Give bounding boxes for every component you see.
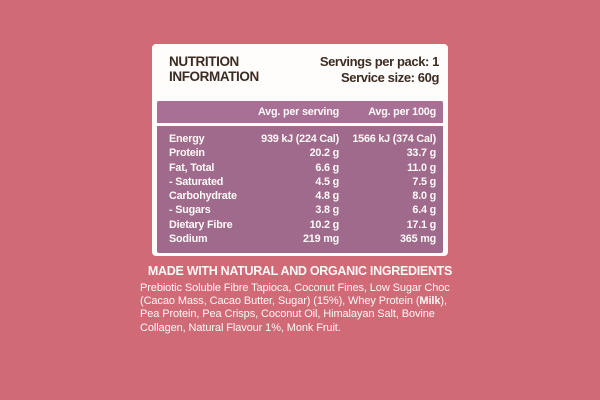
table-row: - Saturated 4.5 g 7.5 g (157, 175, 443, 189)
row-label: Energy (169, 133, 205, 145)
nutrition-panel: NUTRITION INFORMATION Servings per pack:… (152, 44, 448, 256)
table-row: Energy 939 kJ (224 Cal) 1566 kJ (374 Cal… (157, 132, 443, 146)
ingredients-heading: MADE WITH NATURAL AND ORGANIC INGREDIENT… (147, 264, 453, 278)
row-label: - Sugars (169, 204, 211, 217)
service-size: Service size: 60g (341, 69, 439, 85)
row-label: Fat, Total (169, 161, 215, 174)
row-value-serving: 219 mg (302, 233, 339, 246)
table-row: Dietary Fibre 10.2 g 17.1 g (157, 218, 443, 232)
row-label: - Saturated (169, 175, 224, 188)
row-value-serving: 4.5 g (315, 175, 339, 188)
nutrition-table: Avg. per serving Avg. per 100g Energy 93… (157, 101, 443, 254)
row-value-100g: 7.5 g (412, 175, 436, 188)
row-value-serving: 939 kJ (224 Cal) (261, 133, 339, 145)
row-value-serving: 10.2 g (309, 218, 340, 231)
row-value-serving: 4.8 g (315, 190, 339, 203)
panel-header: NUTRITION INFORMATION Servings per pack:… (152, 44, 448, 92)
panel-title: NUTRITION INFORMATION (169, 54, 259, 84)
servings-per-pack: Servings per pack: 1 (319, 54, 440, 69)
table-row: - Sugars 3.8 g 6.4 g (157, 203, 443, 217)
row-label: Carbohydrate (169, 190, 237, 203)
column-header-per-100g: Avg. per 100g (368, 106, 436, 118)
table-body: Energy 939 kJ (224 Cal) 1566 kJ (374 Cal… (157, 126, 443, 254)
row-value-100g: 1566 kJ (374 Cal) (352, 133, 436, 145)
table-header-row: Avg. per serving Avg. per 100g (157, 101, 443, 123)
serving-info: Servings per pack: 1 Service size: 60g (319, 54, 440, 85)
ingredients-section: MADE WITH NATURAL AND ORGANIC INGREDIENT… (140, 264, 460, 335)
table-row: Fat, Total 6.6 g 11.0 g (157, 161, 443, 175)
row-value-100g: 17.1 g (406, 218, 437, 231)
row-value-serving: 3.8 g (315, 204, 339, 217)
row-value-100g: 6.4 g (412, 204, 436, 217)
ingredients-list: Prebiotic Soluble Fibre Tapioca, Coconut… (140, 282, 460, 335)
ingredients-allergen-milk: Milk (419, 295, 441, 308)
column-header-per-serving: Avg. per serving (257, 106, 339, 118)
row-value-100g: 33.7 g (406, 147, 437, 160)
row-label: Sodium (169, 233, 208, 246)
row-label: Protein (169, 147, 205, 160)
table-row: Carbohydrate 4.8 g 8.0 g (157, 189, 443, 203)
row-value-100g: 8.0 g (412, 190, 436, 203)
row-value-100g: 11.0 g (407, 161, 436, 174)
table-row: Sodium 219 mg 365 mg (157, 232, 443, 246)
ingredients-text-part1: Prebiotic Soluble Fibre Tapioca, Coconut… (140, 282, 450, 308)
row-label: Dietary Fibre (169, 218, 233, 231)
table-row: Protein 20.2 g 33.7 g (157, 146, 443, 160)
row-value-serving: 6.6 g (315, 161, 339, 174)
ingredients-text-part2: ), Pea Protein, Pea Crisps, Coconut Oil,… (140, 295, 447, 334)
row-value-serving: 20.2 g (309, 147, 340, 160)
row-value-100g: 365 mg (399, 233, 436, 246)
